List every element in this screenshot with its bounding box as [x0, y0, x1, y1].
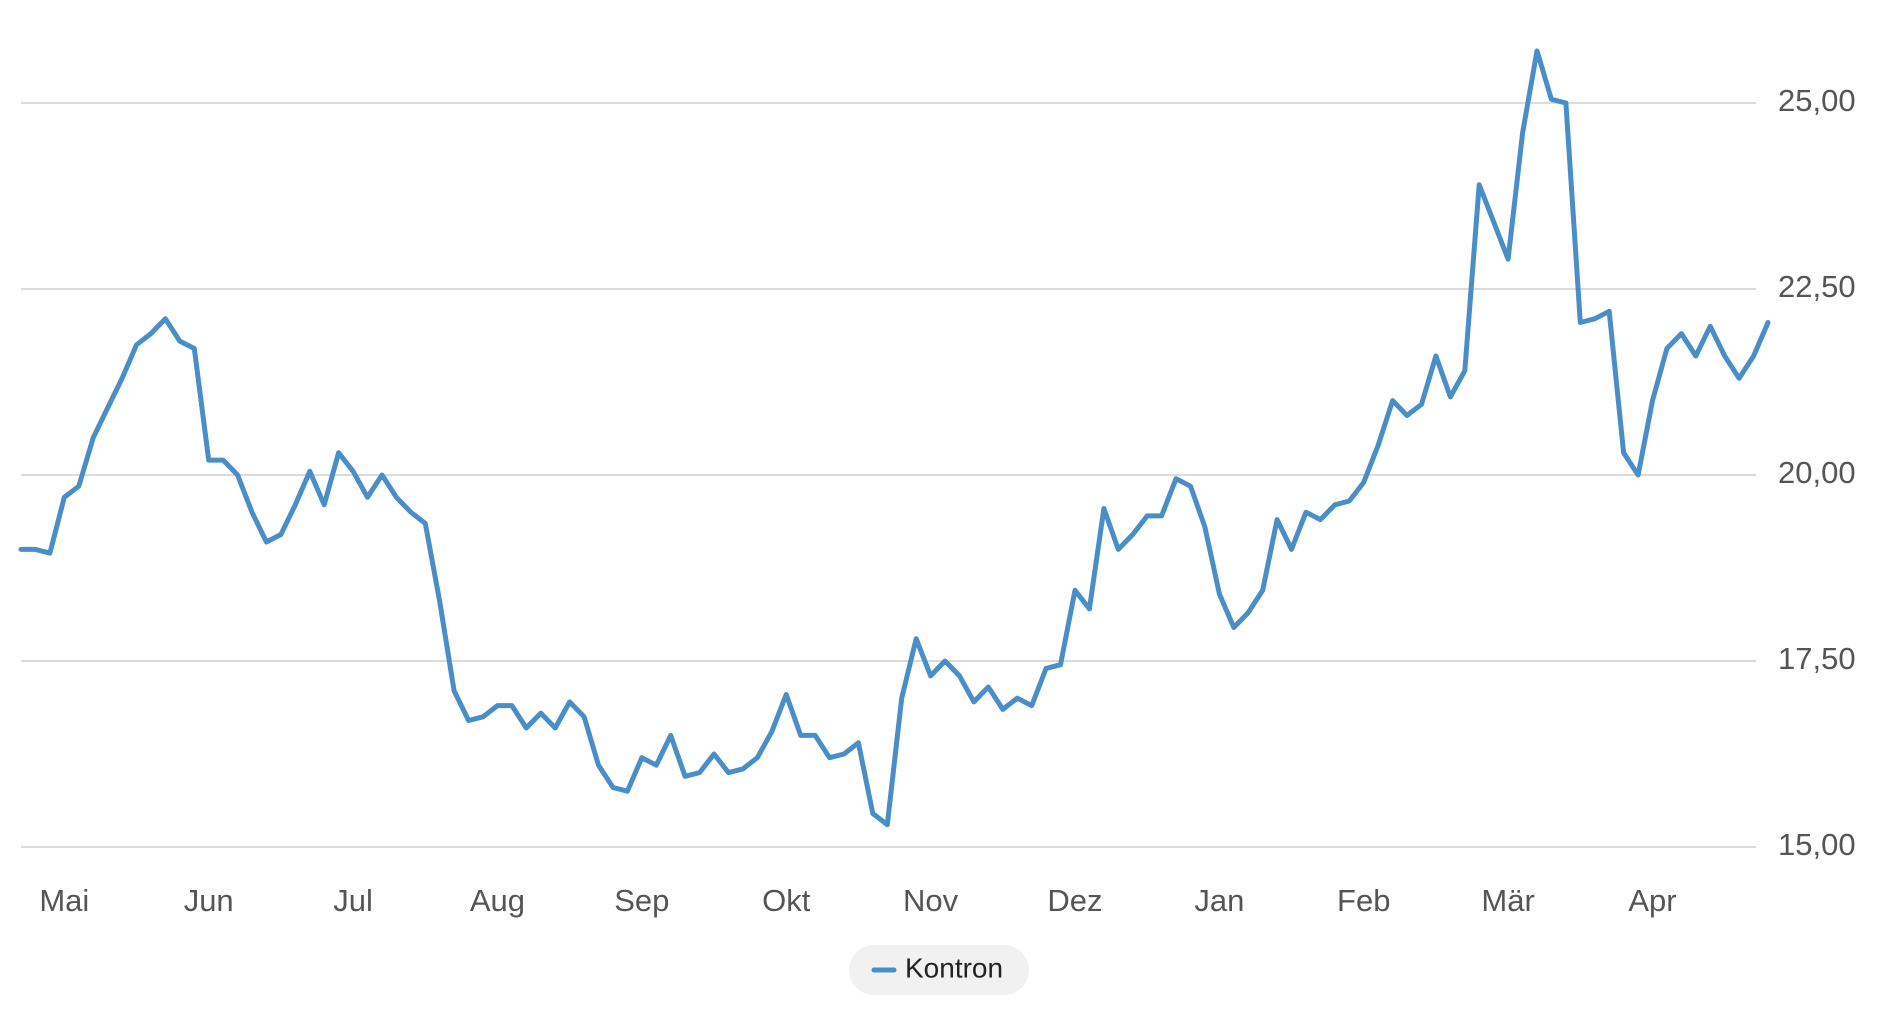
legend-label: Kontron — [905, 952, 1003, 983]
x-tick-label: Apr — [1628, 883, 1676, 918]
x-tick-label: Sep — [614, 883, 669, 918]
legend-item: Kontron — [849, 945, 1029, 995]
x-tick-label: Dez — [1047, 883, 1102, 918]
x-tick-label: Okt — [762, 883, 811, 918]
y-tick-label: 20,00 — [1778, 455, 1856, 490]
line-series — [18, 48, 1771, 828]
x-tick-label: Aug — [470, 883, 525, 918]
x-tick-label: Jan — [1194, 883, 1244, 918]
x-tick-label: Jul — [333, 883, 373, 918]
x-tick-label: Nov — [903, 883, 959, 918]
y-tick-label: 25,00 — [1778, 83, 1856, 118]
y-tick-label: 15,00 — [1778, 827, 1856, 862]
x-tick-label: Jun — [184, 883, 234, 918]
legend-pill — [849, 945, 1029, 995]
y-tick-label: 17,50 — [1778, 641, 1856, 676]
x-tick-label: Mär — [1481, 883, 1534, 918]
x-tick-label: Feb — [1337, 883, 1390, 918]
y-tick-label: 22,50 — [1778, 269, 1856, 304]
x-tick-label: Mai — [39, 883, 89, 918]
